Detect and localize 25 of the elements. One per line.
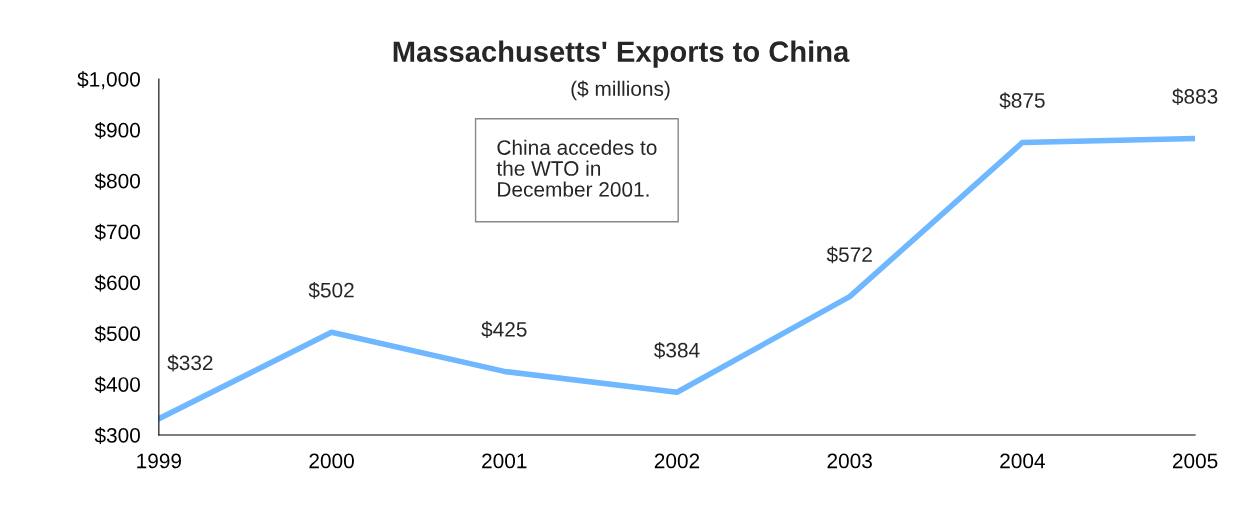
y-tick-label: $900 (94, 121, 140, 139)
text: $425 (481, 321, 527, 338)
x-tick-label: 2003 (827, 453, 872, 469)
chart-title: Massachusetts' Exports to China (393, 40, 850, 68)
annotation: China accedes to the WTO in December 2001. (496, 139, 657, 197)
y-tick-label: $400 (94, 376, 140, 394)
chart-subtitle: ($ millions) (571, 80, 670, 101)
x-tick-label: 2001 (482, 453, 527, 469)
x-tick-label: 2000 (309, 453, 354, 469)
x-tick-label: 1999 (137, 453, 182, 469)
y-tick-label: $300 (94, 427, 140, 444)
y-tick-label: $600 (94, 274, 140, 292)
y-tick-label: $800 (94, 172, 140, 190)
text: $332 (167, 354, 213, 372)
x-tick-label: 2002 (654, 453, 700, 469)
x-tick-label: 2005 (1172, 453, 1218, 469)
text: $572 (826, 246, 872, 264)
text: $502 (308, 281, 354, 299)
text: $883 (1172, 88, 1218, 106)
y-tick-label: $500 (94, 325, 140, 343)
x-tick-label: 2004 (1000, 453, 1045, 469)
y-tick-label: $700 (94, 223, 140, 241)
y-tick-label: $1,000 (77, 71, 140, 90)
text: $384 (654, 341, 700, 359)
text: $875 (999, 92, 1045, 110)
